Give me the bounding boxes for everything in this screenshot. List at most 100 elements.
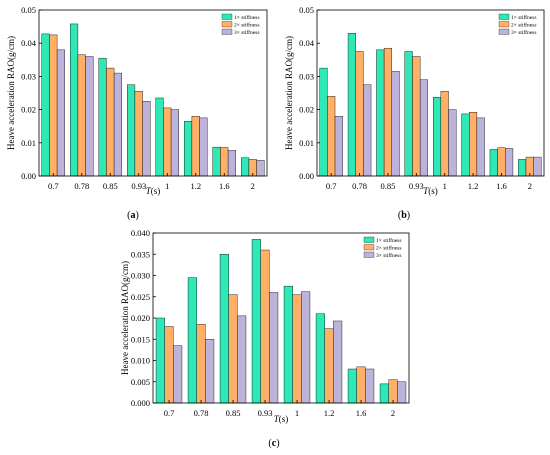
bar-c-series3-1 (301, 291, 311, 404)
x-tick-label-a-2: 0.85 (103, 181, 118, 191)
bar-b-series2-1 (440, 91, 449, 177)
y-tick-label-c-7: 0.035 (131, 249, 150, 259)
x-tick-label-b-7: 2 (528, 181, 532, 191)
y-tick-label-a-5: 0.05 (21, 5, 36, 15)
legend-swatch-c-1 (363, 236, 375, 243)
plot-frame-a (38, 9, 268, 177)
legend-swatch-a-2 (221, 21, 233, 28)
legend-swatch-c-3 (363, 251, 375, 258)
x-tick-label-a-3: 0.93 (131, 181, 146, 191)
panel-label-letter-a: a (131, 210, 136, 221)
panel-label-c: (c) (268, 438, 279, 449)
bar-a-series2-0.85 (106, 67, 115, 177)
x-tick-label-a-5: 1.2 (190, 181, 201, 191)
bar-c-series3-0.78 (205, 339, 215, 404)
x-tick-label-a-7: 2 (251, 181, 255, 191)
legend-swatch-a-1 (221, 13, 233, 20)
bar-c-series1-1.6 (347, 368, 357, 404)
bar-c-series1-0.93 (251, 239, 261, 404)
bar-c-series2-1 (292, 294, 302, 404)
bar-a-series1-1.6 (212, 146, 221, 177)
y-tick-label-c-6: 0.030 (131, 271, 150, 281)
bar-b-series2-1.2 (469, 112, 478, 177)
bar-a-series1-0.78 (70, 23, 79, 177)
bar-a-series3-1 (170, 109, 180, 177)
bar-b-series2-0.7 (327, 96, 336, 177)
x-tick-label-b-6: 1.6 (496, 181, 507, 191)
legend-label-c-1: 1× stiffness (376, 237, 401, 244)
bar-a-series3-0.85 (113, 72, 122, 177)
x-tick-label-b-0: 0.7 (326, 181, 337, 191)
y-tick-label-c-5: 0.025 (131, 292, 150, 302)
x-tick-label-b-4: 1 (443, 181, 447, 191)
bar-c-series2-0.7 (164, 326, 174, 404)
legend-swatch-c-2 (363, 244, 375, 251)
x-axis-title-c: T(s) (274, 414, 289, 424)
y-tick-label-a-3: 0.03 (21, 71, 36, 81)
y-tick-label-c-8: 0.040 (131, 228, 150, 238)
bar-c-series1-1.2 (315, 313, 325, 404)
bar-c-series3-1.6 (365, 368, 375, 404)
x-tick-label-b-5: 1.2 (468, 181, 479, 191)
bar-a-series3-2 (256, 160, 265, 177)
bar-b-series3-1.6 (505, 148, 514, 177)
bar-b-series1-0.85 (376, 49, 385, 177)
panel-label-close-c: ) (276, 438, 279, 449)
chart-panel-a: 0.00 0.01 0.02 0.03 0.04 0.05 0.7 0.78 0.85 0.93 1… (6, 5, 268, 221)
bar-b-series3-0.93 (419, 79, 429, 177)
bar-c-series3-0.85 (237, 315, 247, 404)
y-tick-label-b-2: 0.02 (299, 105, 314, 115)
bar-b-series1-1.2 (461, 113, 470, 177)
y-tick-label-b-4: 0.04 (299, 38, 315, 48)
bar-b-series3-1.2 (476, 117, 485, 177)
bar-a-series3-0.78 (85, 56, 94, 177)
legend-label-b-2: 2× stiffness (511, 22, 536, 29)
legend-label-b-3: 3× stiffness (511, 29, 536, 36)
x-tick-label-c-3: 0.93 (258, 408, 273, 418)
bar-b-series2-1.6 (497, 147, 506, 177)
legend-label-c-2: 2× stiffness (376, 245, 401, 252)
x-axis-title-unit-a: (s) (151, 186, 161, 196)
x-tick-label-c-5: 1.2 (324, 408, 335, 418)
bar-a-series1-1 (155, 97, 164, 177)
y-axis-title-c: Heave acceleration RAO(g/cm) (120, 261, 130, 375)
chart-panel-c: 0.000 0.005 0.010 0.015 0.020 0.025 0.030 0.035… (120, 228, 410, 449)
bar-b-series2-0.93 (412, 56, 421, 177)
bar-c-series2-1.2 (324, 328, 334, 404)
bar-a-series3-1.2 (199, 117, 208, 177)
panel-label-close-a: ) (136, 210, 139, 221)
x-axis-title-variable-a: T (146, 186, 152, 196)
x-tick-label-b-3: 0.93 (409, 181, 424, 191)
bar-b-series3-0.85 (391, 71, 400, 177)
x-tick-label-a-6: 1.6 (219, 181, 230, 191)
x-axis-title-b: T(s) (423, 186, 438, 196)
bar-c-series2-2 (388, 379, 398, 404)
x-axis-title-unit-b: (s) (428, 186, 438, 196)
x-tick-label-c-4: 1 (295, 408, 299, 418)
panel-label-open-a: ( (127, 210, 131, 221)
bar-c-series2-0.85 (228, 294, 238, 404)
bar-b-series3-0.78 (363, 84, 372, 177)
y-tick-label-a-2: 0.02 (21, 105, 36, 115)
bar-c-series3-2 (397, 381, 407, 404)
bar-b-series1-2 (518, 159, 527, 177)
y-tick-label-b-0: 0.00 (299, 171, 314, 181)
y-tick-label-c-0: 0.000 (131, 398, 150, 408)
y-tick-label-c-3: 0.015 (131, 334, 150, 344)
bar-a-series3-1.6 (227, 150, 237, 177)
panel-label-b: (b) (398, 210, 410, 221)
plot-frame-b (316, 9, 545, 177)
y-tick-label-c-1: 0.005 (131, 377, 150, 387)
bar-c-series1-0.7 (155, 317, 165, 404)
bar-a-series1-0.85 (98, 57, 107, 177)
bar-c-series1-0.78 (187, 277, 197, 404)
legend-label-a-1: 1× stiffness (234, 14, 259, 21)
y-tick-label-b-5: 0.05 (299, 5, 314, 15)
bar-a-series2-0.7 (49, 34, 58, 177)
bar-c-series3-0.7 (173, 345, 183, 404)
bar-c-series1-1 (283, 285, 293, 404)
bar-b-series2-0.78 (355, 51, 364, 177)
bar-c-series2-1.6 (356, 366, 366, 404)
panel-label-close-b: ) (407, 210, 410, 221)
panel-label-open-c: ( (268, 438, 272, 449)
